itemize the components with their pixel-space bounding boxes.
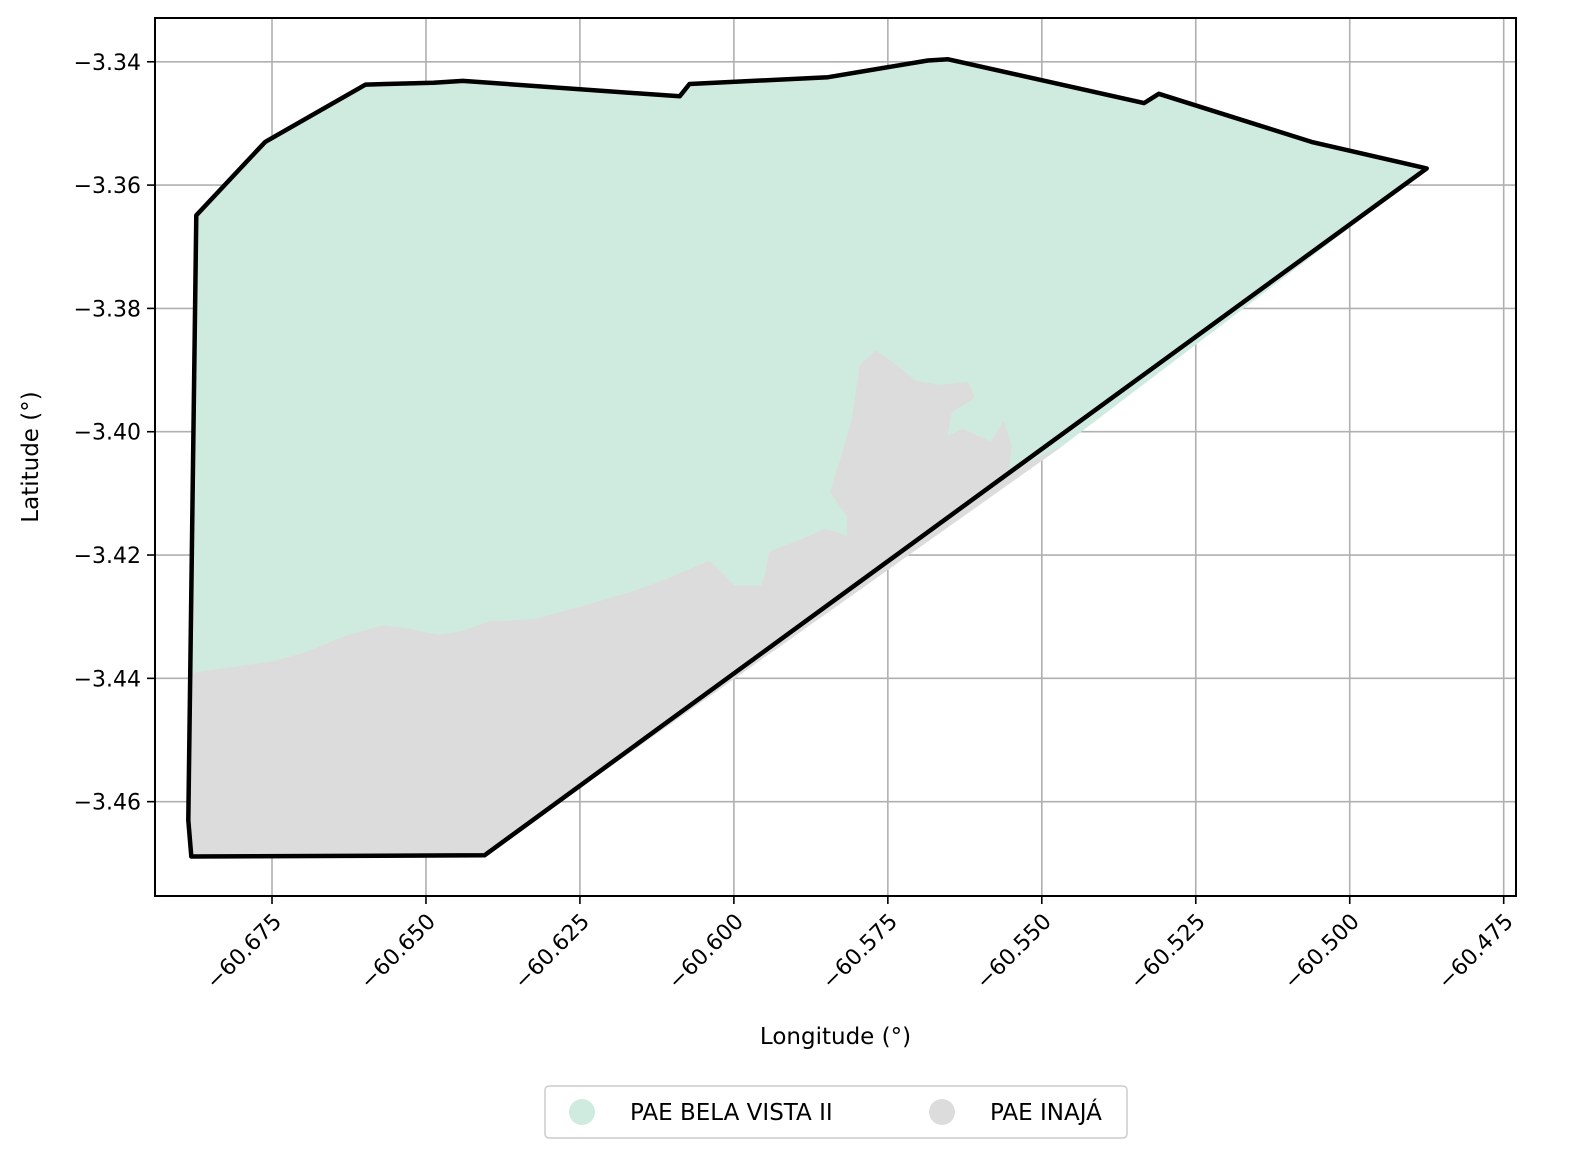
y-tick-label: −3.34: [74, 51, 141, 76]
y-tick-label: −3.40: [74, 421, 141, 446]
legend-marker: [929, 1099, 955, 1125]
legend-marker: [569, 1099, 595, 1125]
x-tick-label: −60.475: [1434, 909, 1519, 994]
map-regions: [187, 58, 1428, 858]
x-tick-label: −60.575: [818, 909, 903, 994]
x-tick-label: −60.625: [510, 909, 595, 994]
y-axis-ticks: −3.34 −3.36 −3.38 −3.40 −3.42 −3.44 −3.46: [74, 51, 155, 816]
x-tick-label: −60.600: [664, 909, 749, 994]
x-tick-label: −60.525: [1126, 909, 1211, 994]
legend-label: PAE BELA VISTA II: [630, 1100, 833, 1126]
y-tick-label: −3.44: [74, 667, 141, 692]
y-tick-label: −3.36: [74, 174, 141, 199]
legend-box: [544, 1085, 1128, 1139]
boundary-outline: [186, 57, 1429, 859]
legend: PAE BELA VISTA II PAE INAJÁ: [544, 1085, 1128, 1139]
y-tick-label: −3.46: [74, 791, 141, 816]
y-axis-label: Latitude (°): [18, 391, 44, 522]
y-tick-label: −3.38: [74, 297, 141, 322]
x-tick-label: −60.550: [972, 909, 1057, 994]
x-axis-ticks: −60.675 −60.650 −60.625 −60.600 −60.575 −60.5…: [202, 896, 1519, 994]
legend-label: PAE INAJÁ: [990, 1098, 1102, 1126]
y-tick-label: −3.42: [74, 544, 141, 569]
x-tick-label: −60.500: [1280, 909, 1365, 994]
map-outline: [186, 57, 1429, 859]
plot-frame: [154, 17, 1517, 897]
x-tick-label: −60.650: [356, 909, 441, 994]
x-tick-label: −60.675: [202, 909, 287, 994]
x-axis-label: Longitude (°): [760, 1024, 911, 1050]
legend-items: PAE BELA VISTA II PAE INAJÁ: [569, 1098, 1102, 1126]
region-1: [187, 350, 1061, 858]
